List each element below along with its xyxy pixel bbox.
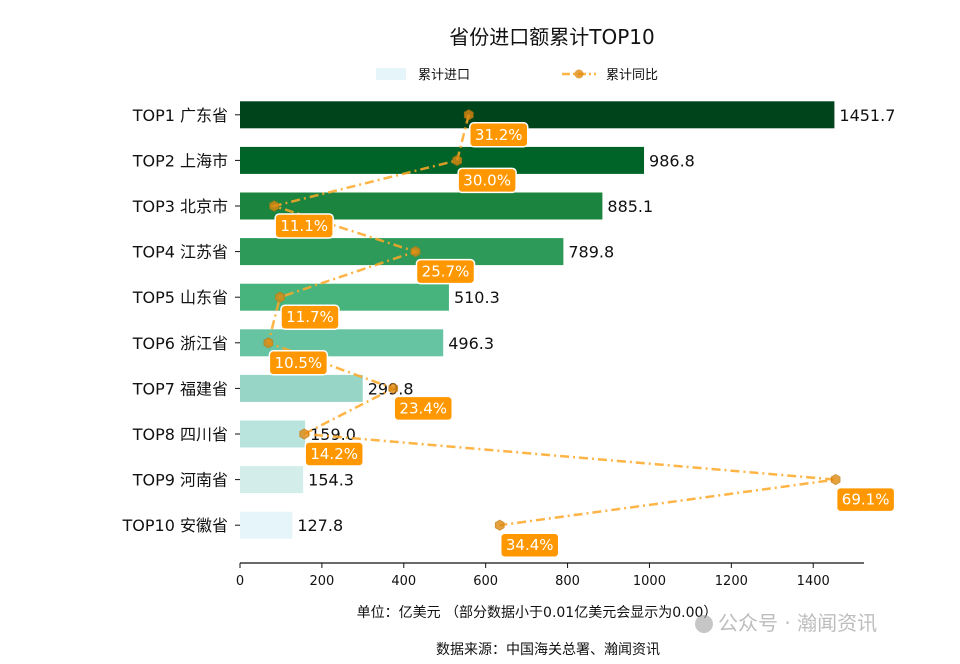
growth-label-box — [499, 532, 560, 558]
growth-label-text: 25.7% — [422, 263, 470, 281]
value-label: 510.3 — [454, 288, 500, 307]
category-label: TOP7 福建省 — [132, 379, 228, 398]
growth-label: 30.0% — [457, 167, 517, 194]
growth-label-box — [393, 395, 453, 422]
growth-label: 14.2% — [304, 441, 364, 467]
category-label: TOP2 上海市 — [132, 151, 228, 170]
growth-point — [388, 382, 399, 394]
growth-label-box — [415, 258, 476, 285]
legend-label-line: 累计同比 — [606, 68, 658, 83]
bar — [240, 146, 645, 174]
growth-label-box — [268, 350, 329, 376]
x-tick-label: 600 — [473, 574, 498, 589]
x-tick-label: 1400 — [797, 574, 830, 589]
growth-label: 34.4% — [499, 532, 560, 558]
growth-label-text: 10.5% — [275, 354, 323, 372]
growth-point — [830, 474, 841, 486]
x-tick-label: 800 — [555, 574, 580, 589]
growth-label-box — [835, 486, 896, 513]
growth-label-text: 30.0% — [463, 171, 511, 189]
growth-label-text: 11.1% — [280, 217, 328, 235]
category-label: TOP1 广东省 — [132, 106, 228, 125]
growth-label: 31.2% — [468, 122, 529, 148]
growth-point — [299, 428, 310, 440]
growth-label-box — [274, 213, 334, 239]
growth-point — [410, 246, 421, 258]
category-label: TOP4 江苏省 — [132, 243, 228, 262]
growth-label: 11.7% — [280, 304, 340, 330]
growth-label-text: 23.4% — [399, 399, 447, 417]
growth-label-text: 31.2% — [475, 126, 523, 144]
value-label: 154.3 — [308, 471, 354, 490]
growth-line — [266, 114, 836, 527]
category-label: TOP10 安徽省 — [122, 516, 228, 535]
x-tick-label: 1000 — [633, 574, 666, 589]
wechat-icon — [695, 615, 713, 633]
growth-point — [494, 519, 505, 531]
growth-label-text: 11.7% — [286, 308, 334, 326]
bar — [240, 374, 363, 402]
value-label: 159.0 — [310, 425, 356, 444]
growth-point — [263, 337, 274, 349]
growth-label-text: 34.4% — [506, 536, 554, 554]
growth-label: 10.5% — [268, 350, 329, 376]
source-note: 数据来源：中国海关总署、瀚闻资讯 — [436, 642, 660, 658]
category-label: TOP3 北京市 — [132, 197, 228, 216]
category-label: TOP6 浙江省 — [132, 334, 228, 353]
growth-label-box — [468, 122, 529, 148]
growth-point — [463, 109, 474, 121]
category-label: TOP9 河南省 — [132, 471, 228, 490]
value-label: 789.8 — [568, 243, 614, 262]
growth-label: 69.1% — [835, 486, 896, 513]
growth-label-text: 69.1% — [842, 491, 890, 509]
legend-swatch-marker — [574, 69, 584, 79]
legend-label-bar: 累计进口 — [418, 68, 470, 83]
category-label: TOP8 四川省 — [132, 425, 228, 444]
legend-swatch-bar — [376, 68, 406, 80]
value-label: 496.3 — [448, 334, 494, 353]
x-axis-label: 单位：亿美元 （部分数据小于0.01亿美元会显示为0.00） — [357, 605, 718, 621]
value-label: 986.8 — [649, 151, 695, 170]
x-tick-label: 0 — [236, 574, 244, 589]
bar — [240, 101, 835, 129]
growth-label: 23.4% — [393, 395, 453, 422]
bar — [240, 283, 449, 311]
growth-point — [275, 291, 285, 303]
growth-label-text: 14.2% — [310, 445, 358, 463]
growth-label-box — [280, 304, 340, 330]
bar — [240, 420, 306, 448]
value-label: 1451.7 — [839, 106, 895, 125]
growth-label-box — [304, 441, 364, 467]
bar — [240, 466, 304, 494]
chart-title: 省份进口额累计TOP10 — [449, 25, 654, 49]
growth-point — [269, 200, 280, 212]
x-tick-label: 1200 — [715, 574, 748, 589]
bar — [240, 511, 293, 539]
legend: 累计进口 累计同比 — [376, 68, 658, 83]
watermark-text: 公众号 · 瀚闻资讯 — [718, 611, 877, 635]
growth-label: 11.1% — [274, 213, 334, 239]
value-label: 885.1 — [607, 197, 653, 216]
x-tick-label: 200 — [309, 574, 334, 589]
bar — [240, 238, 564, 266]
growth-label: 25.7% — [415, 258, 476, 285]
value-label: 127.8 — [297, 516, 343, 535]
watermark: 公众号 · 瀚闻资讯 — [695, 611, 877, 635]
x-tick-label: 400 — [391, 574, 416, 589]
growth-label-box — [457, 167, 517, 194]
growth-point — [452, 154, 462, 166]
category-label: TOP5 山东省 — [132, 288, 228, 307]
